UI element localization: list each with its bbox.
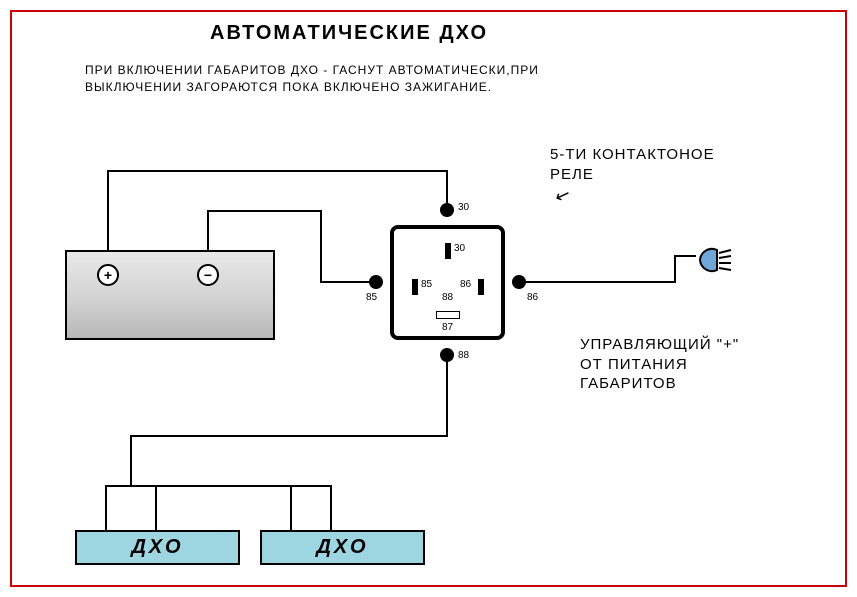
wire-86-right bbox=[524, 281, 674, 283]
wire-88-down2 bbox=[130, 435, 132, 485]
relay-pin30-label: 30 bbox=[458, 202, 469, 213]
wire-plus-up bbox=[107, 170, 109, 250]
wire-dxo-bar bbox=[105, 485, 330, 487]
relay-label-line2: РЕЛЕ bbox=[550, 166, 594, 183]
relay-pin87-inner-label: 87 bbox=[442, 322, 453, 333]
control-label-line1: УПРАВЛЯЮЩИЙ "+" bbox=[580, 336, 739, 353]
headlight-icon bbox=[695, 245, 735, 275]
wire-88-left bbox=[130, 435, 448, 437]
subtitle-line1: ПРИ ВКЛЮЧЕНИИ ГАБАРИТОВ ДХО - ГАСНУТ АВТ… bbox=[85, 63, 539, 77]
diagram-subtitle: ПРИ ВКЛЮЧЕНИИ ГАБАРИТОВ ДХО - ГАСНУТ АВТ… bbox=[85, 62, 539, 96]
wire-dxo-drop2a bbox=[290, 485, 292, 530]
relay-label: 5-ТИ КОНТАКТОНОЕ РЕЛЕ bbox=[550, 145, 715, 184]
relay-label-line1: 5-ТИ КОНТАКТОНОЕ bbox=[550, 146, 715, 163]
wire-dxo-drop1b bbox=[155, 485, 157, 530]
battery: + − bbox=[65, 250, 275, 340]
relay-pin88-inner-label: 88 bbox=[442, 292, 453, 303]
control-label-line3: ГАБАРИТОВ bbox=[580, 375, 677, 392]
wire-plus-down bbox=[446, 170, 448, 208]
relay-pin87-inner bbox=[436, 311, 460, 319]
relay-pin86-inner-label: 86 bbox=[460, 279, 471, 290]
control-label-line2: ОТ ПИТАНИЯ bbox=[580, 356, 688, 373]
control-label: УПРАВЛЯЮЩИЙ "+" ОТ ПИТАНИЯ ГАБАРИТОВ bbox=[580, 335, 739, 394]
wire-dxo-drop1a bbox=[105, 485, 107, 530]
relay-pin85-label: 85 bbox=[366, 292, 377, 303]
wire-minus-to85 bbox=[320, 281, 375, 283]
wire-86-up bbox=[674, 255, 676, 283]
relay-pin86-label: 86 bbox=[527, 292, 538, 303]
subtitle-line2: ВЫКЛЮЧЕНИИ ЗАГОРАЮТСЯ ПОКА ВКЛЮЧЕНО ЗАЖИ… bbox=[85, 80, 492, 94]
relay-pin85-inner-label: 85 bbox=[421, 279, 432, 290]
relay-pin88-label: 88 bbox=[458, 350, 469, 361]
battery-minus-icon: − bbox=[197, 264, 219, 286]
relay-pin30-inner-label: 30 bbox=[454, 243, 465, 254]
relay-pin86-inner bbox=[478, 279, 484, 295]
wire-dxo-drop2b bbox=[330, 485, 332, 530]
wire-88-down1 bbox=[446, 360, 448, 435]
relay-body: 30 85 86 88 87 bbox=[390, 225, 505, 340]
wire-plus-right bbox=[107, 170, 447, 172]
wire-86-hook bbox=[674, 255, 696, 257]
dxo-box-1: ДХО bbox=[75, 530, 240, 565]
wire-minus-up bbox=[207, 210, 209, 250]
dxo-box-2: ДХО bbox=[260, 530, 425, 565]
diagram-title: АВТОМАТИЧЕСКИЕ ДХО bbox=[210, 22, 488, 45]
diagram-canvas: АВТОМАТИЧЕСКИЕ ДХО ПРИ ВКЛЮЧЕНИИ ГАБАРИТ… bbox=[0, 0, 857, 597]
relay-pin85-inner bbox=[412, 279, 418, 295]
wire-minus-right bbox=[207, 210, 322, 212]
wire-minus-down bbox=[320, 210, 322, 281]
battery-plus-icon: + bbox=[97, 264, 119, 286]
relay-pin30-inner bbox=[445, 243, 451, 259]
